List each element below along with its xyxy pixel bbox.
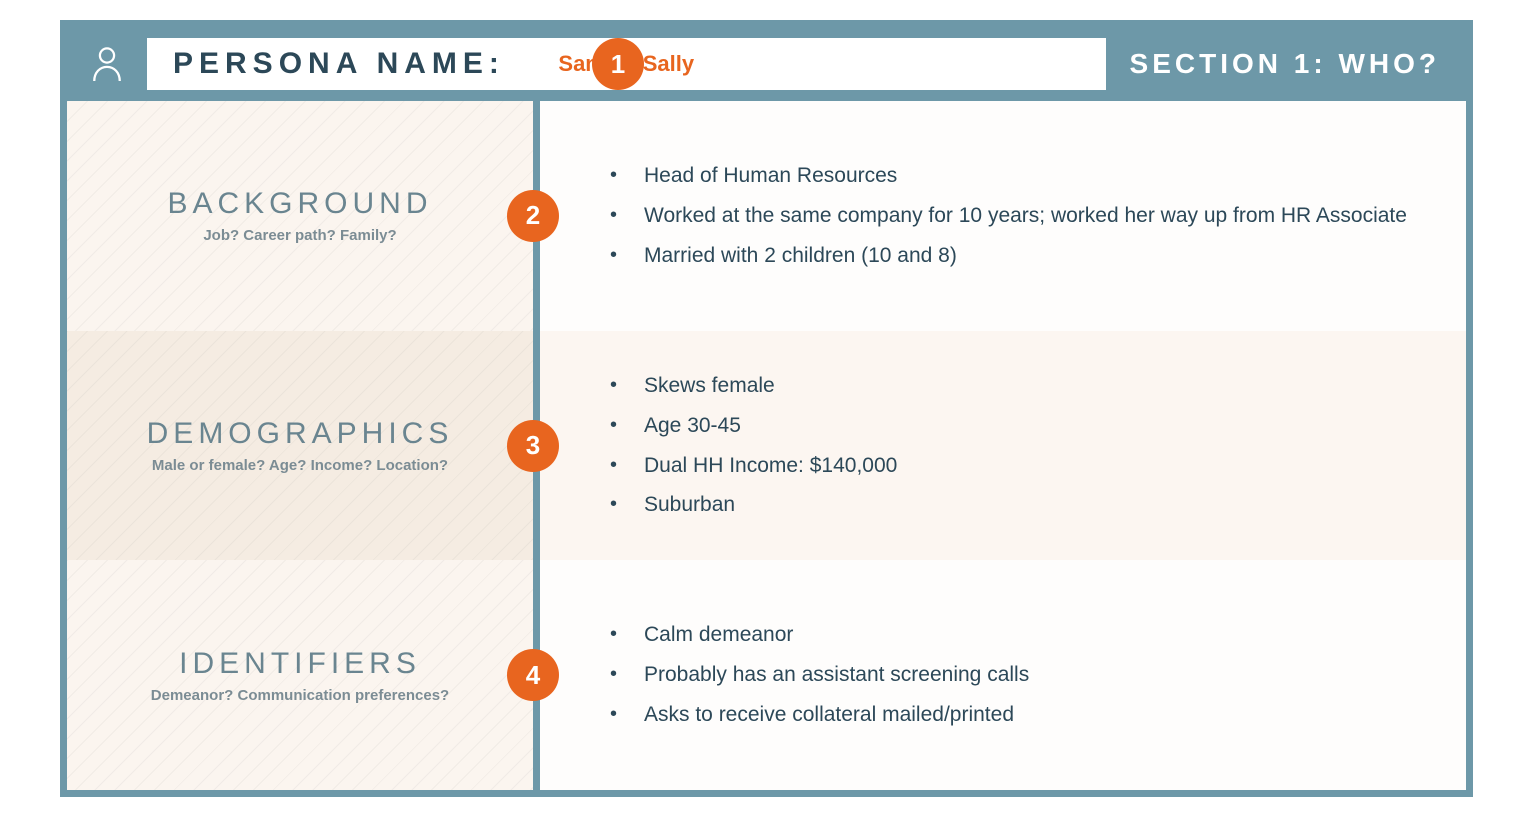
row-subtitle: Male or female? Age? Income? Location? [152, 457, 448, 474]
row-title: BACKGROUND [167, 187, 432, 221]
list-item: Worked at the same company for 10 years;… [610, 196, 1407, 236]
row-left: DEMOGRAPHICS Male or female? Age? Income… [67, 331, 533, 561]
bullet-list: Skews female Age 30-45 Dual HH Income: $… [610, 366, 897, 526]
badge-3: 3 [507, 420, 559, 472]
row-left: IDENTIFIERS Demeanor? Communication pref… [67, 560, 533, 790]
section-label: SECTION 1: WHO? [1130, 48, 1440, 80]
list-item: Asks to receive collateral mailed/printe… [610, 695, 1029, 735]
list-item: Age 30-45 [610, 406, 897, 446]
row-demographics: DEMOGRAPHICS Male or female? Age? Income… [67, 331, 1466, 561]
person-icon [67, 45, 147, 83]
bullet-list: Calm demeanor Probably has an assistant … [610, 615, 1029, 735]
badge-4: 4 [507, 649, 559, 701]
persona-card: PERSONA NAME: Sample Sally SECTION 1: WH… [60, 20, 1473, 797]
list-item: Head of Human Resources [610, 156, 1407, 196]
bullet-list: Head of Human Resources Worked at the sa… [610, 156, 1407, 276]
list-item: Calm demeanor [610, 615, 1029, 655]
row-identifiers: IDENTIFIERS Demeanor? Communication pref… [67, 560, 1466, 790]
row-right: Skews female Age 30-45 Dual HH Income: $… [540, 331, 1466, 561]
row-title: DEMOGRAPHICS [147, 417, 454, 451]
row-right: Head of Human Resources Worked at the sa… [540, 101, 1466, 331]
body: BACKGROUND Job? Career path? Family? Hea… [67, 101, 1466, 790]
header-bar: PERSONA NAME: Sample Sally SECTION 1: WH… [67, 27, 1466, 101]
row-subtitle: Demeanor? Communication preferences? [151, 687, 449, 704]
row-subtitle: Job? Career path? Family? [203, 227, 396, 244]
row-title: IDENTIFIERS [179, 647, 421, 681]
list-item: Skews female [610, 366, 897, 406]
row-right: Calm demeanor Probably has an assistant … [540, 560, 1466, 790]
badge-1: 1 [592, 38, 644, 90]
badge-2: 2 [507, 190, 559, 242]
list-item: Dual HH Income: $140,000 [610, 446, 897, 486]
row-left: BACKGROUND Job? Career path? Family? [67, 101, 533, 331]
row-background: BACKGROUND Job? Career path? Family? Hea… [67, 101, 1466, 331]
list-item: Probably has an assistant screening call… [610, 655, 1029, 695]
persona-name-label: PERSONA NAME: [173, 47, 505, 81]
list-item: Suburban [610, 485, 897, 525]
list-item: Married with 2 children (10 and 8) [610, 236, 1407, 276]
